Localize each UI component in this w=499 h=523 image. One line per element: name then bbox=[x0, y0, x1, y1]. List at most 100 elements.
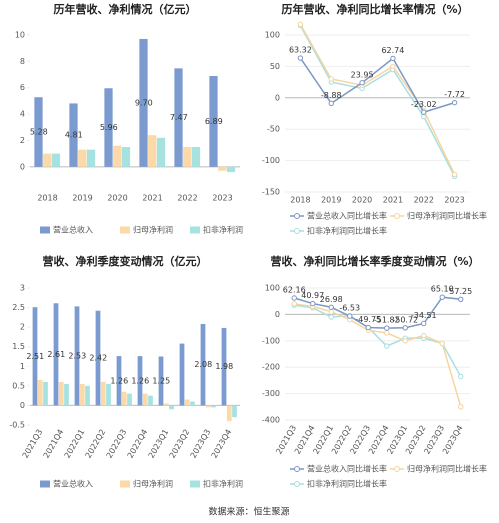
bar bbox=[190, 401, 195, 406]
legend-label: 归母净利润同比增长率 bbox=[407, 211, 487, 221]
x-tick-label: 2023 bbox=[444, 196, 464, 205]
data-label: 63.32 bbox=[289, 46, 312, 55]
point bbox=[384, 343, 390, 349]
data-label: -8.88 bbox=[321, 91, 342, 100]
y-tick-label: 4 bbox=[20, 110, 25, 119]
data-label: 62.16 bbox=[283, 285, 306, 294]
legend-swatch bbox=[190, 480, 200, 488]
bar bbox=[79, 383, 85, 406]
bar bbox=[113, 145, 122, 167]
point bbox=[421, 109, 427, 115]
y-tick-label: -100 bbox=[262, 336, 280, 345]
y-tick-label: 2.5 bbox=[12, 303, 25, 312]
x-tick-label: 2018 bbox=[290, 196, 310, 205]
y-tick-label: 100 bbox=[265, 284, 280, 293]
legend-swatch bbox=[40, 480, 50, 488]
bar bbox=[116, 356, 122, 406]
x-tick-label: 2020 bbox=[107, 194, 127, 203]
legend-label: 归母净利润 bbox=[133, 225, 173, 235]
y-tick-label: -100 bbox=[262, 156, 280, 165]
point bbox=[439, 340, 445, 347]
legend-label: 扣非净利润同比增长率 bbox=[307, 226, 387, 236]
legend-label: 扣非净利润 bbox=[203, 225, 243, 235]
legend-swatch bbox=[40, 226, 50, 234]
y-tick-label: 1.5 bbox=[12, 342, 25, 351]
point bbox=[359, 80, 365, 86]
bar bbox=[137, 356, 143, 406]
point bbox=[402, 325, 408, 331]
bar bbox=[74, 306, 80, 406]
data-label: -7.72 bbox=[444, 90, 465, 99]
x-tick-label: 2023 bbox=[212, 194, 232, 203]
bar bbox=[163, 403, 169, 406]
legend-label: 扣非净利润 bbox=[203, 479, 243, 489]
bar bbox=[85, 385, 90, 406]
bar bbox=[104, 88, 113, 167]
legend-label: 营业总收入同比增长率 bbox=[307, 211, 387, 221]
point bbox=[384, 330, 390, 336]
data-label: 40.97 bbox=[301, 291, 324, 300]
x-tick-label: 2023Q4 bbox=[210, 428, 234, 460]
legend-swatch bbox=[294, 466, 300, 472]
legend-label: 归母净利润同比增长率 bbox=[407, 464, 487, 474]
y-tick-label: -50 bbox=[267, 125, 280, 134]
data-label: 2.42 bbox=[89, 354, 107, 363]
data-label: 26.98 bbox=[320, 295, 343, 304]
chart-title: 营收、净利季度变动情况（亿元） bbox=[43, 254, 208, 268]
legend-swatch bbox=[394, 466, 400, 472]
x-tick-label: 2018 bbox=[37, 194, 57, 203]
bar bbox=[34, 97, 43, 167]
bar bbox=[200, 324, 206, 406]
point bbox=[365, 324, 371, 331]
bar bbox=[158, 356, 164, 406]
bar bbox=[226, 166, 236, 173]
point bbox=[390, 63, 396, 70]
bar bbox=[211, 405, 216, 408]
data-label: 6.89 bbox=[205, 117, 223, 126]
y-tick-label: 0.5 bbox=[12, 381, 25, 390]
bar bbox=[78, 149, 87, 167]
point bbox=[451, 171, 458, 178]
line bbox=[294, 296, 461, 329]
x-tick-label: 2019 bbox=[321, 196, 341, 205]
y-tick-label: -150 bbox=[262, 188, 280, 197]
point bbox=[297, 55, 304, 61]
data-label: 7.47 bbox=[170, 113, 188, 122]
bar bbox=[205, 405, 211, 408]
point bbox=[439, 294, 445, 300]
point bbox=[458, 404, 464, 410]
y-tick-label: 0 bbox=[20, 401, 25, 410]
data-label: 9.70 bbox=[135, 98, 153, 107]
point bbox=[291, 295, 297, 301]
y-tick-label: -400 bbox=[262, 416, 280, 425]
bar bbox=[106, 383, 111, 406]
point bbox=[328, 100, 334, 107]
bar bbox=[51, 153, 61, 167]
bar bbox=[183, 147, 192, 167]
data-label: 2.61 bbox=[47, 350, 65, 359]
bar bbox=[95, 310, 101, 406]
bar bbox=[142, 393, 148, 406]
point bbox=[347, 313, 353, 319]
x-tick-label: 2022 bbox=[414, 196, 434, 205]
point bbox=[451, 99, 458, 106]
point bbox=[402, 338, 408, 344]
y-tick-label: 3 bbox=[20, 284, 25, 293]
bar bbox=[169, 405, 174, 410]
data-label: -23.02 bbox=[411, 100, 437, 109]
bar bbox=[43, 153, 52, 167]
bar bbox=[179, 343, 185, 406]
y-tick-label: 6 bbox=[20, 83, 25, 92]
bar bbox=[127, 393, 132, 406]
legend-label: 营业总收入 bbox=[53, 479, 93, 489]
point bbox=[328, 314, 334, 320]
legend-swatch bbox=[394, 213, 400, 219]
point bbox=[291, 301, 297, 307]
y-tick-label: 2 bbox=[20, 136, 25, 145]
data-label: 5.28 bbox=[30, 128, 48, 137]
point bbox=[458, 373, 464, 380]
data-label: 57.25 bbox=[449, 287, 472, 296]
bar bbox=[184, 399, 190, 406]
point bbox=[458, 296, 464, 302]
